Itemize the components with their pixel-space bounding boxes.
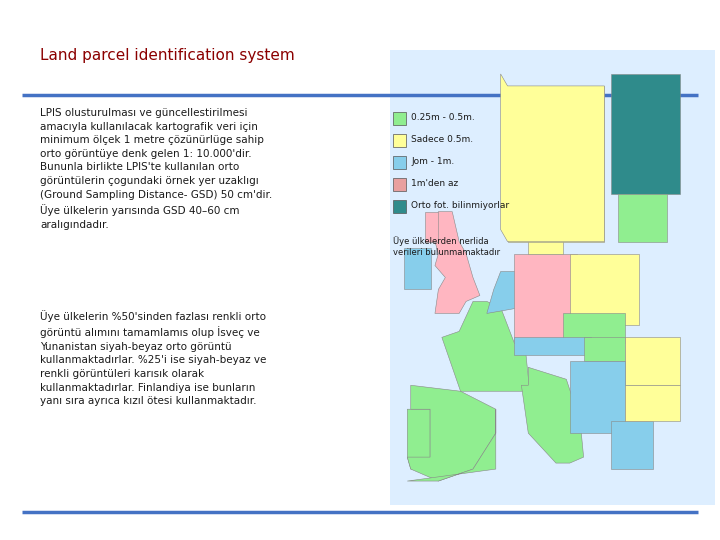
Polygon shape [515,254,577,343]
Polygon shape [408,385,496,481]
Text: 1m'den az: 1m'den az [411,179,458,188]
Text: Sadece 0.5m.: Sadece 0.5m. [411,136,473,145]
Bar [393,156,406,168]
Text: Land parcel identification system: Land parcel identification system [40,48,294,63]
Polygon shape [408,409,496,481]
Bar [393,111,406,125]
Text: LPIS olusturulması ve güncellestirilmesi
amacıyla kullanılacak kartografik veri : LPIS olusturulması ve güncellestirilmesi… [40,108,272,230]
Text: 0.25m - 0.5m.: 0.25m - 0.5m. [411,113,474,123]
Text: Orto fot. bilinmiyorlar: Orto fot. bilinmiyorlar [411,201,509,211]
Polygon shape [618,194,667,241]
Polygon shape [487,272,521,313]
Polygon shape [570,361,625,433]
Bar [390,50,715,505]
Polygon shape [611,421,653,469]
Polygon shape [442,301,530,392]
Polygon shape [611,74,680,194]
Polygon shape [563,313,625,343]
Bar [393,199,406,213]
Polygon shape [625,338,680,385]
Text: Jom - 1m.: Jom - 1m. [411,158,454,166]
Polygon shape [584,338,625,361]
Polygon shape [508,86,604,241]
Text: Üye ülkelerin %50'sinden fazlası renkli orto
görüntü alımını tamamlamıs olup İsv: Üye ülkelerin %50'sinden fazlası renkli … [40,310,266,406]
Polygon shape [521,367,584,463]
Polygon shape [425,212,438,241]
Text: Üye ülkelerden nerlida
verileri bulunmamaktadır: Üye ülkelerden nerlida verileri bulunmam… [393,236,500,257]
Polygon shape [515,338,590,355]
Bar [393,133,406,146]
Polygon shape [408,409,430,469]
Bar [393,178,406,191]
Polygon shape [500,74,604,241]
Polygon shape [528,221,563,254]
Polygon shape [625,385,680,421]
Polygon shape [431,212,480,313]
Polygon shape [404,247,431,289]
Polygon shape [570,254,639,326]
